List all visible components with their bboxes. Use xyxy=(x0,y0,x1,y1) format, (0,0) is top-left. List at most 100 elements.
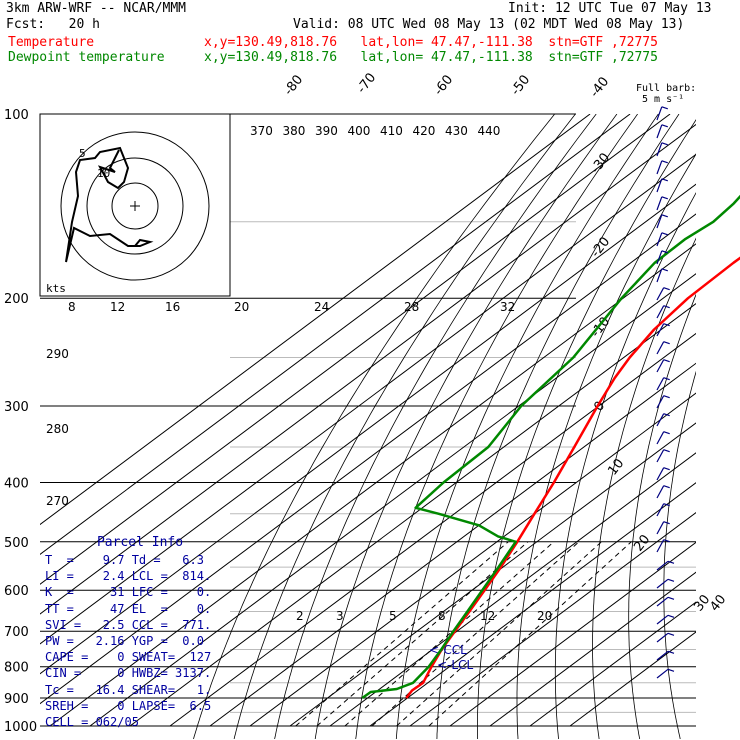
mixing-ratio-line xyxy=(316,541,529,727)
wind-barb-flag xyxy=(661,214,668,218)
wind-barb-flag xyxy=(663,359,670,363)
pressure-tick-label: 900 xyxy=(4,692,29,707)
parcel-info-panel: Parcel Info T = 9.7 Td = 6.3 LI = 2.4 LC… xyxy=(45,535,235,731)
isentrope-label: 410 xyxy=(380,124,403,138)
dry-adiabat xyxy=(395,114,659,739)
wind-barb-flag xyxy=(663,431,670,435)
wind-barb-flag xyxy=(661,106,668,110)
isotherm xyxy=(369,482,696,727)
isentrope-label: 270 xyxy=(46,494,69,508)
pressure-tick-label: 600 xyxy=(4,584,29,599)
wind-barb-flag xyxy=(661,160,668,164)
dry-adiabat xyxy=(628,293,696,739)
wind-barb xyxy=(656,250,663,265)
hodograph: 5 10 kts xyxy=(39,113,231,297)
wind-barb-flag xyxy=(663,341,670,345)
pressure-tick-label: 800 xyxy=(4,661,29,676)
dry-adiabat xyxy=(554,192,696,739)
isentrope-label: 440 xyxy=(478,124,501,138)
hodograph-ring-label: 20 xyxy=(234,300,249,314)
wind-barb-flag xyxy=(663,503,670,507)
axis-labels: 100 200 300 400 500 600 700 800 900 1000 -80 -70 -60… xyxy=(4,70,729,735)
wind-barb-flag xyxy=(667,668,675,672)
wind-barb xyxy=(656,467,665,481)
mixing-ratio-label: 20 xyxy=(537,609,552,623)
isotherm xyxy=(209,362,696,727)
isotherm xyxy=(529,601,696,727)
sounding-traces xyxy=(361,194,740,700)
wind-barb xyxy=(656,650,669,661)
parcel-row: CIN = 0 HWBZ= 3137. xyxy=(45,666,212,681)
isotherm xyxy=(409,511,696,727)
isotherm xyxy=(40,213,696,705)
wind-barb-flag xyxy=(661,124,668,128)
parcel-row: LI = 2.4 LCL = 814. xyxy=(45,569,212,584)
wind-barb-flag xyxy=(667,632,675,636)
isotherm xyxy=(329,452,696,727)
wind-barb-flag xyxy=(663,395,670,399)
wind-barb xyxy=(656,305,665,319)
wind-barb-flag xyxy=(667,578,675,582)
mixing-ratio-label: 5 xyxy=(389,609,397,623)
dry-adiabat xyxy=(274,114,597,739)
wind-barb-flag xyxy=(667,614,675,618)
dry-adiabat xyxy=(698,114,740,739)
dry-adiabat xyxy=(355,114,638,739)
wind-barb-flag xyxy=(661,232,668,236)
wind-barb xyxy=(656,413,665,427)
wind-barb xyxy=(656,214,663,229)
mixing-ratio-label: 12 xyxy=(480,609,495,623)
mixing-ratio-label: 3 xyxy=(336,609,344,623)
wind-barb-flag xyxy=(663,413,670,417)
pressure-tick-label: 300 xyxy=(4,400,29,415)
mixing-ratio-line xyxy=(344,541,555,727)
isotherm-label: -20 xyxy=(588,234,613,260)
wind-barb-flag xyxy=(663,323,670,327)
wind-barb xyxy=(656,106,663,121)
wind-barb-flag xyxy=(663,305,670,309)
hodograph-ring-label: 24 xyxy=(314,300,329,314)
wind-barb-flag xyxy=(663,539,670,543)
dry-adiabat xyxy=(193,114,556,739)
wind-barb xyxy=(656,395,665,409)
wind-barb-flag xyxy=(661,196,668,200)
wind-barb-flag xyxy=(667,560,675,564)
mixing-ratio-line xyxy=(428,541,632,727)
barb-note: Full barb: xyxy=(636,83,697,94)
valid-time: Valid: 08 UTC Wed 08 May 13 (02 MDT Wed … xyxy=(293,17,685,32)
hodograph-ring-label: 8 xyxy=(68,300,76,314)
wind-barbs xyxy=(656,106,675,679)
pressure-tick-label: 700 xyxy=(4,625,29,640)
wind-barb xyxy=(656,323,665,337)
isotherm-label: -70 xyxy=(354,70,379,96)
pressure-tick-label: 500 xyxy=(4,536,29,551)
hodograph-ring-label: 28 xyxy=(404,300,419,314)
mixing-ratio-line xyxy=(295,541,509,727)
parcel-row: K = 31 LFC = 0. xyxy=(45,585,212,600)
isotherm xyxy=(40,114,591,526)
hodograph-tick-5: 5 xyxy=(79,147,86,160)
parcel-row: SVI = 2.5 CCL = 771. xyxy=(45,617,212,632)
wind-barb xyxy=(656,521,665,535)
isotherm-label: 10 xyxy=(605,456,627,478)
parcel-row: PW = 2.16 YGP = 0.0 xyxy=(45,633,204,648)
wind-barb xyxy=(656,196,663,211)
isotherm xyxy=(89,273,696,727)
wind-barb xyxy=(656,160,663,175)
isotherm xyxy=(489,571,696,727)
dewpoint-location-info: x,y=130.49,818.76 lat,lon= 47.47,-111.38… xyxy=(204,50,658,65)
isotherm xyxy=(449,541,696,727)
wind-barb xyxy=(656,668,669,679)
hodograph-tick-10: 10 xyxy=(97,167,110,180)
model-title: 3km ARW-WRF -- NCAR/MMM xyxy=(6,1,187,16)
hodograph-ring-label: 32 xyxy=(500,300,515,314)
mixing-ratio-line xyxy=(371,541,580,727)
temperature-legend-label: Temperature xyxy=(8,35,95,50)
dry-adiabat xyxy=(314,114,618,739)
wind-barb xyxy=(656,560,669,571)
dry-adiabat xyxy=(436,114,680,739)
mixing-ratio-line xyxy=(396,541,602,727)
isotherm xyxy=(40,183,696,675)
parcel-row: SREH = 0 LAPSE= 6.5 xyxy=(45,698,212,713)
